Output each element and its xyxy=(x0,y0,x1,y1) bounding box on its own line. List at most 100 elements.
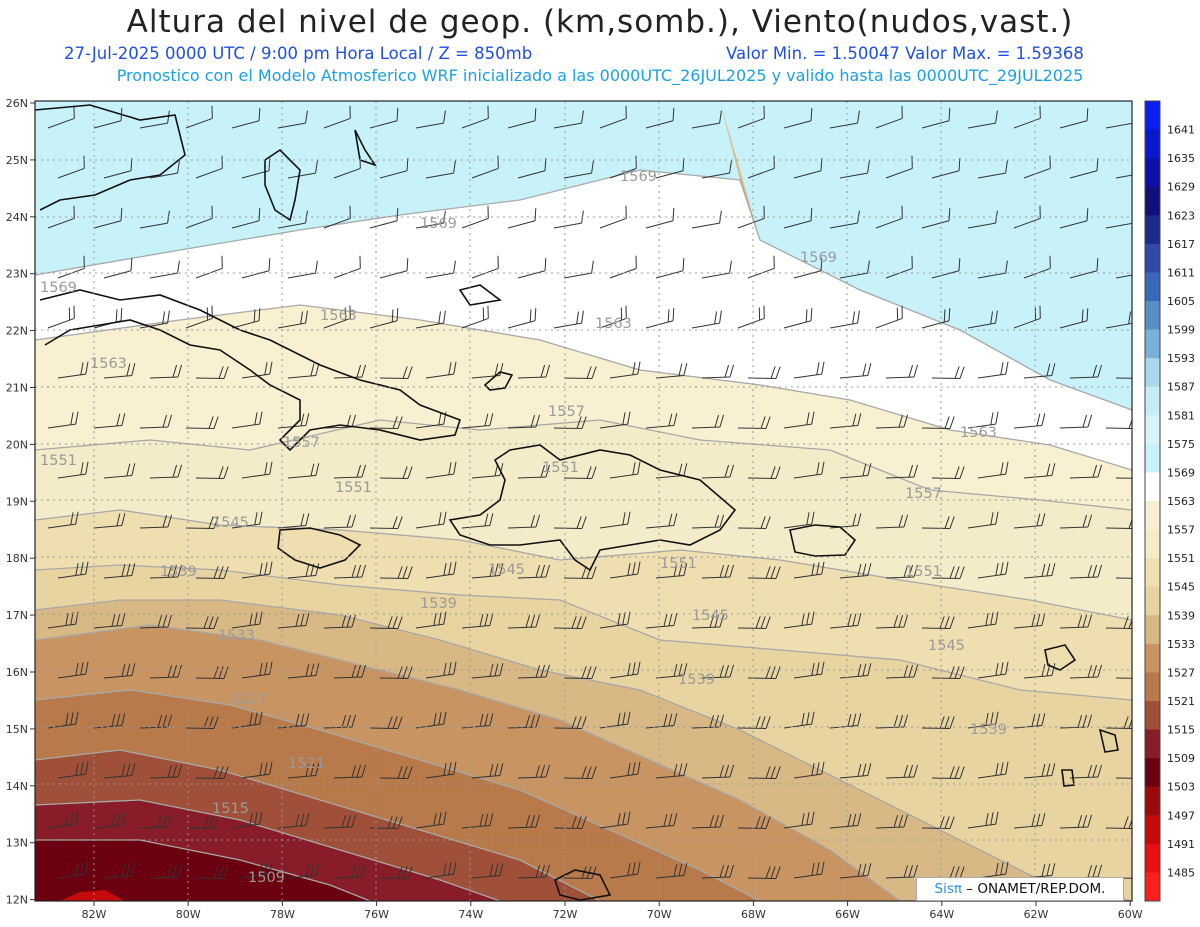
colorbar-label: 1629 xyxy=(1167,181,1195,194)
wind-barb xyxy=(977,260,1008,279)
colorbar-swatch xyxy=(1145,843,1160,873)
wind-barb xyxy=(839,160,870,179)
wind-barb xyxy=(967,411,999,429)
contour-label: 1545 xyxy=(692,608,729,624)
lat-tick-label: 14N xyxy=(6,780,28,793)
wind-barb xyxy=(553,516,587,529)
wind-barb xyxy=(471,155,499,179)
coastlines xyxy=(35,104,1119,901)
wind-barb xyxy=(517,464,551,479)
colorbar-label: 1593 xyxy=(1167,352,1195,365)
lat-tick-label: 20N xyxy=(6,438,28,451)
wind-barb xyxy=(737,616,771,629)
colorbar-swatch xyxy=(1145,101,1160,131)
wind-barb xyxy=(931,766,965,779)
wind-barb xyxy=(241,361,273,379)
wind-barb xyxy=(57,461,89,479)
wind-barb xyxy=(553,716,587,729)
wind-barb xyxy=(655,463,688,479)
wind-barb xyxy=(139,614,173,629)
lat-tick-label: 22N xyxy=(6,325,28,338)
wind-barb xyxy=(691,614,725,629)
wind-barb xyxy=(967,811,999,829)
wind-barb xyxy=(793,258,823,279)
wind-barb xyxy=(737,516,771,529)
colorbar-swatch xyxy=(1145,586,1160,616)
wind-barb xyxy=(829,513,862,529)
wind-barb xyxy=(1115,172,1132,179)
wind-barb xyxy=(691,310,722,329)
wind-barb xyxy=(1105,816,1132,829)
wind-barb xyxy=(415,511,447,529)
wind-barb xyxy=(231,811,263,829)
colorbar-label: 1557 xyxy=(1167,524,1195,537)
lon-tick-label: 76W xyxy=(364,908,389,921)
wind-barb xyxy=(701,160,732,179)
wind-barb xyxy=(231,208,261,229)
colorbar-label: 1509 xyxy=(1167,752,1195,765)
wind-barb xyxy=(241,861,273,879)
wind-barb xyxy=(277,310,308,329)
wind-barb xyxy=(47,511,79,529)
colorbar-swatch xyxy=(1145,301,1160,331)
wind-barb xyxy=(425,260,456,279)
wind-barb xyxy=(323,814,357,829)
wind-barb xyxy=(645,513,678,529)
wind-barb xyxy=(829,110,860,129)
wind-barb xyxy=(93,413,126,429)
wind-barb xyxy=(829,813,862,829)
wind-barb xyxy=(287,463,320,479)
wind-barb xyxy=(1105,222,1132,229)
wind-barb xyxy=(645,108,675,129)
wind-barb xyxy=(701,764,735,779)
wind-barb xyxy=(737,205,765,229)
graticule xyxy=(35,101,1132,901)
wind-barb xyxy=(231,711,263,729)
colorbar-swatch xyxy=(1145,672,1160,702)
colorbar-label: 1569 xyxy=(1167,466,1195,479)
colorbar-label: 1533 xyxy=(1167,638,1195,651)
wind-barb xyxy=(185,416,219,429)
wind-barb xyxy=(885,664,919,679)
wind-barb xyxy=(425,160,456,179)
wind-barb xyxy=(829,310,860,329)
wind-barb xyxy=(517,258,547,279)
wind-barb xyxy=(783,411,815,429)
wind-barb xyxy=(195,466,229,479)
wind-barb xyxy=(553,110,584,129)
wind-barb xyxy=(1013,513,1046,529)
contour-label: 1569 xyxy=(40,280,77,296)
credit-box: Sisπ – ONAMET/REP.DOM. xyxy=(916,877,1124,901)
wind-barb xyxy=(333,664,367,679)
wind-barb xyxy=(609,155,637,179)
wind-barb xyxy=(1013,813,1046,829)
wind-barb xyxy=(921,308,951,329)
colorbar-label: 1599 xyxy=(1167,324,1195,337)
wind-barb xyxy=(195,766,229,779)
wind-barb xyxy=(701,564,735,579)
wind-barb xyxy=(1059,108,1089,129)
wind-barb xyxy=(829,713,862,729)
min-max-label: Valor Min. = 1.50047 Valor Max. = 1.5936… xyxy=(726,44,1084,63)
lon-tick-label: 72W xyxy=(553,908,578,921)
lat-tick-label: 23N xyxy=(6,268,28,281)
wind-barb xyxy=(931,366,965,379)
wind-barb xyxy=(507,514,541,529)
wind-barb xyxy=(691,414,725,429)
wind-barb xyxy=(609,361,641,379)
wind-barb xyxy=(517,364,551,379)
wind-barb xyxy=(1059,414,1093,429)
wind-barb xyxy=(103,258,133,279)
wind-barb xyxy=(553,416,587,429)
wind-barb xyxy=(655,763,688,779)
wind-barb xyxy=(701,464,735,479)
colorbar-label: 1581 xyxy=(1167,409,1195,422)
lat-tick-label: 16N xyxy=(6,666,28,679)
wind-barb xyxy=(507,414,541,429)
contour-label: 1515 xyxy=(212,801,249,817)
wind-barb xyxy=(885,864,919,879)
wind-barb xyxy=(737,305,765,329)
wind-barb xyxy=(57,155,85,179)
wind-barb xyxy=(645,413,678,429)
